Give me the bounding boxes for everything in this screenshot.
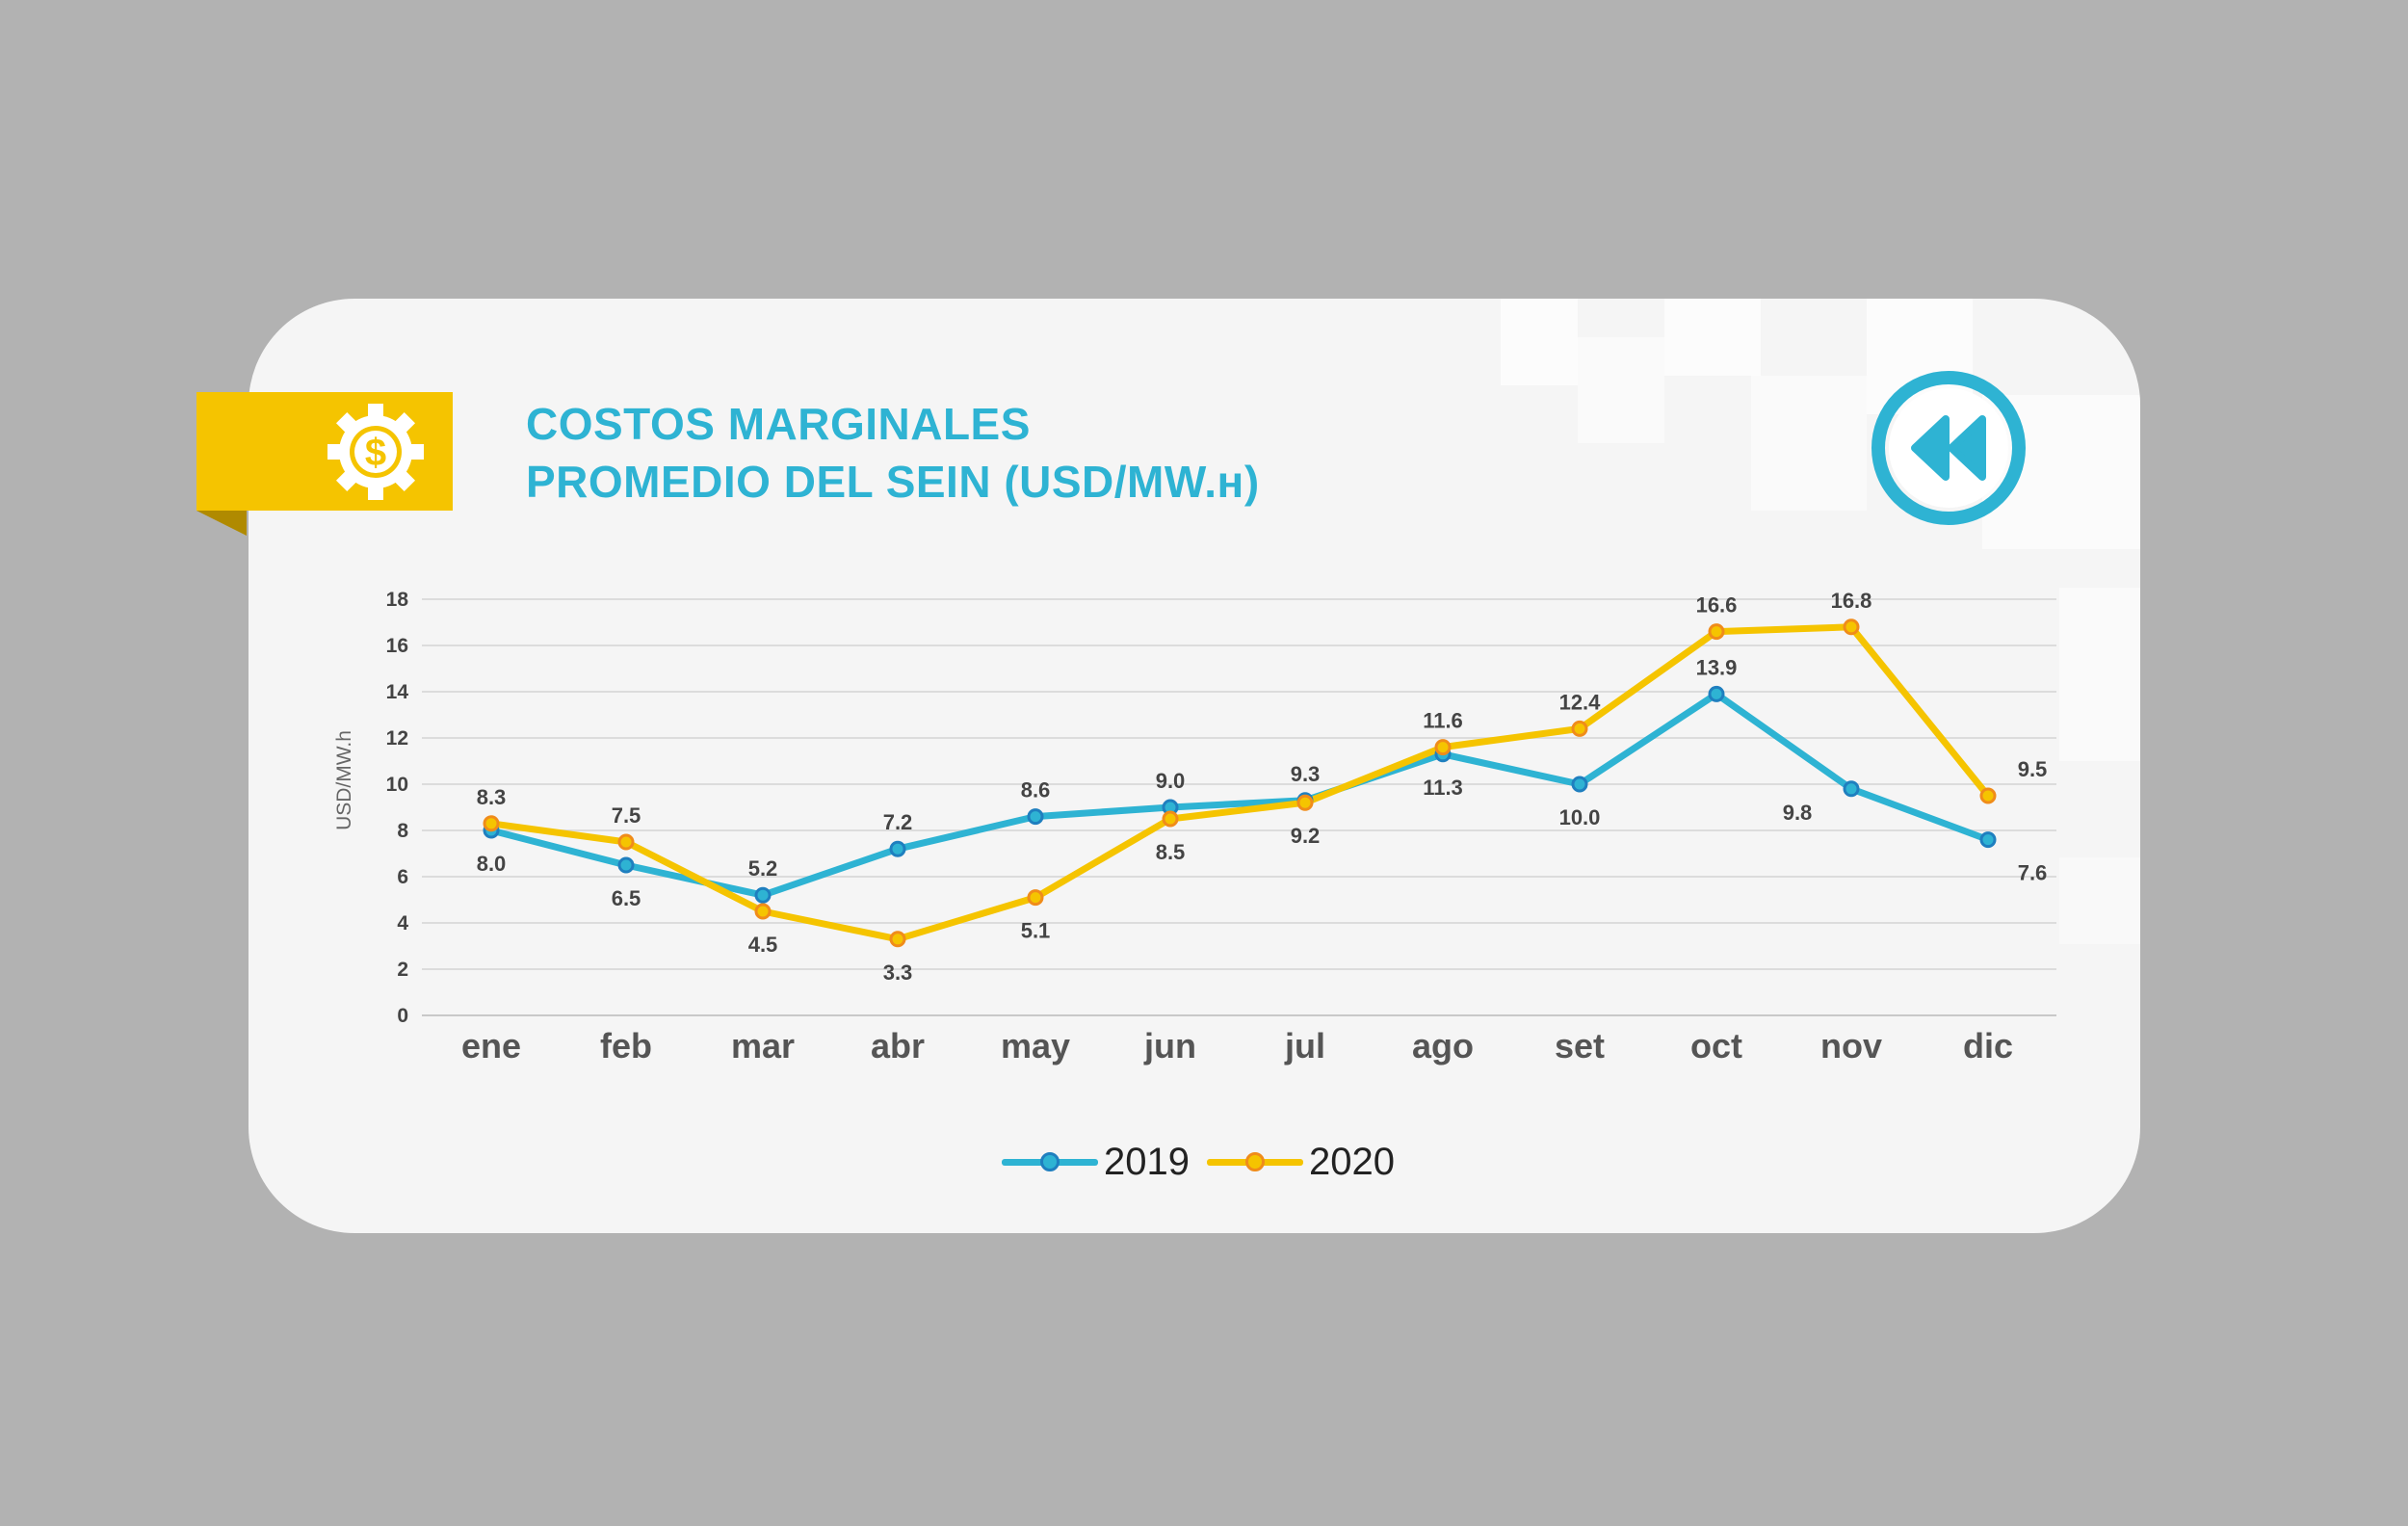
data-labels: 8.0 8.3 6.5 7.5 5.2 4.5 7.2 3.3 8.6 5.1 9.0 8.5 9.3 9… bbox=[477, 589, 2048, 985]
data-label-2019: 7.2 bbox=[883, 810, 913, 834]
point-2020-oct bbox=[1708, 623, 1725, 641]
x-tick-label: jun bbox=[1143, 1026, 1196, 1066]
x-axis: ene feb mar abr may jun jul ago set oct nov dic bbox=[461, 1026, 2013, 1066]
data-label-2020: 3.3 bbox=[883, 960, 913, 985]
x-tick-label: jul bbox=[1284, 1026, 1325, 1066]
decorative-tile bbox=[1751, 376, 1867, 511]
point-2019-mar bbox=[754, 886, 772, 904]
x-tick-label: oct bbox=[1690, 1026, 1742, 1066]
data-label-2019: 10.0 bbox=[1559, 805, 1601, 829]
legend-swatch-2019 bbox=[1002, 1135, 1098, 1189]
series-lines bbox=[487, 623, 1992, 943]
point-2019-may bbox=[1027, 808, 1044, 826]
title-line-2: PROMEDIO DEL SEIN (USD/MW.н) bbox=[526, 457, 1260, 507]
legend-label-2020: 2020 bbox=[1308, 1140, 1395, 1183]
data-label-2019: 9.3 bbox=[1291, 762, 1321, 786]
point-2020-dic bbox=[1979, 787, 1997, 804]
data-label-2020: 12.4 bbox=[1559, 690, 1602, 714]
data-label-2020: 8.5 bbox=[1156, 840, 1186, 864]
point-2019-dic bbox=[1979, 831, 1997, 849]
data-label-2019: 8.6 bbox=[1021, 778, 1051, 802]
data-label-2019: 9.0 bbox=[1156, 769, 1186, 793]
x-tick-label: abr bbox=[871, 1026, 925, 1066]
data-label-2019: 13.9 bbox=[1696, 655, 1738, 679]
y-tick-label: 10 bbox=[386, 774, 408, 796]
data-label-2019: 6.5 bbox=[612, 886, 641, 910]
data-label-2020: 7.5 bbox=[612, 803, 641, 828]
y-tick-label: 16 bbox=[386, 635, 408, 657]
point-2019-oct bbox=[1708, 685, 1725, 702]
x-tick-label: ago bbox=[1412, 1026, 1474, 1066]
point-2020-ene bbox=[483, 815, 500, 832]
decorative-tile bbox=[2059, 857, 2140, 944]
y-tick-label: 6 bbox=[397, 866, 408, 888]
title-line-1: COSTOS MARGINALES bbox=[526, 399, 1031, 449]
y-tick-label: 4 bbox=[397, 912, 408, 934]
y-tick-label: 2 bbox=[397, 959, 408, 981]
data-label-2019: 5.2 bbox=[748, 856, 778, 881]
point-2020-mar bbox=[754, 903, 772, 920]
page-title: COSTOS MARGINALES PROMEDIO DEL SEIN (USD… bbox=[526, 395, 1260, 511]
badge-fold bbox=[196, 511, 247, 536]
data-label-2020: 9.5 bbox=[2018, 757, 2048, 781]
data-label-2019: 8.0 bbox=[477, 852, 507, 876]
data-label-2020: 16.6 bbox=[1696, 593, 1738, 618]
data-label-2019: 11.3 bbox=[1423, 776, 1463, 800]
decorative-tile bbox=[1501, 299, 1578, 385]
x-tick-label: may bbox=[1001, 1026, 1070, 1066]
title-badge: $ bbox=[196, 392, 453, 511]
decorative-tile bbox=[1578, 337, 1664, 443]
y-axis-label: USD/MW.h bbox=[333, 730, 355, 830]
legend-item-2020[interactable]: 2020 bbox=[1206, 1135, 1395, 1189]
series-points bbox=[483, 618, 1997, 948]
point-2020-set bbox=[1571, 720, 1588, 737]
x-tick-label: ene bbox=[461, 1026, 521, 1066]
point-2019-set bbox=[1571, 776, 1588, 793]
x-tick-label: nov bbox=[1820, 1026, 1882, 1066]
x-tick-label: feb bbox=[600, 1026, 652, 1066]
legend-label-2019: 2019 bbox=[1104, 1140, 1190, 1183]
point-2019-abr bbox=[889, 840, 906, 857]
decorative-tile bbox=[2059, 588, 2140, 761]
x-tick-label: mar bbox=[731, 1026, 795, 1066]
point-2019-nov bbox=[1843, 780, 1860, 798]
chart-card bbox=[249, 299, 2140, 1233]
point-2020-feb bbox=[617, 833, 635, 851]
series-line-2019 bbox=[487, 690, 1992, 899]
y-axis: 0 2 4 6 8 10 12 14 16 18 bbox=[386, 589, 409, 1027]
gear-dollar-icon: $ bbox=[327, 404, 424, 500]
data-label-2019: 7.6 bbox=[2018, 861, 2048, 885]
data-label-2020: 16.8 bbox=[1831, 589, 1872, 613]
point-2020-abr bbox=[889, 931, 906, 948]
legend: 2019 2020 bbox=[1002, 1135, 1395, 1189]
point-2020-jul bbox=[1296, 794, 1314, 811]
decorative-tile bbox=[1664, 299, 1761, 376]
point-2020-ago bbox=[1434, 739, 1452, 756]
point-2020-may bbox=[1027, 889, 1044, 907]
data-label-2020: 5.1 bbox=[1021, 919, 1051, 943]
data-label-2020: 8.3 bbox=[477, 785, 507, 809]
data-label-2020: 9.2 bbox=[1291, 824, 1321, 848]
rewind-icon[interactable] bbox=[1867, 366, 2030, 530]
y-tick-label: 12 bbox=[386, 727, 408, 750]
y-tick-label: 0 bbox=[397, 1005, 408, 1027]
x-tick-label: set bbox=[1555, 1026, 1605, 1066]
grid bbox=[422, 598, 2056, 1016]
legend-swatch-2020 bbox=[1206, 1135, 1303, 1189]
y-tick-label: 14 bbox=[386, 681, 409, 703]
x-tick-label: dic bbox=[1963, 1026, 2013, 1066]
legend-item-2019[interactable]: 2019 bbox=[1002, 1135, 1190, 1189]
svg-text:$: $ bbox=[365, 432, 386, 474]
data-label-2020: 11.6 bbox=[1423, 709, 1463, 733]
y-tick-label: 8 bbox=[397, 820, 408, 842]
point-2020-jun bbox=[1162, 810, 1179, 828]
series-line-2020 bbox=[487, 623, 1992, 943]
y-tick-label: 18 bbox=[386, 589, 409, 611]
data-label-2020: 4.5 bbox=[748, 933, 778, 957]
data-label-2019: 9.8 bbox=[1783, 801, 1813, 825]
point-2019-feb bbox=[617, 856, 635, 874]
point-2020-nov bbox=[1843, 618, 1860, 636]
